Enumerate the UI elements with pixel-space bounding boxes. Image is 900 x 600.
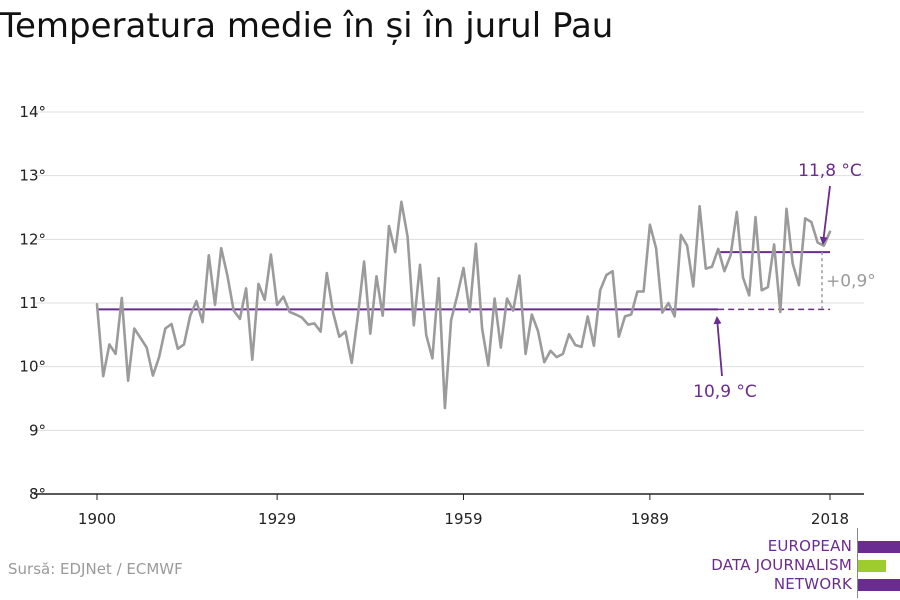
- x-tick-label: 1929: [258, 510, 296, 528]
- source-note: Sursă: EDJNet / ECMWF: [8, 560, 183, 578]
- edjnet-logo: EUROPEAN DATA JOURNALISM NETWORK: [700, 528, 900, 598]
- line-chart: 8°9°10°11°12°13°14° 1900 1929 1959 1989 2018…: [19, 103, 876, 528]
- x-axis: 1900 1929 1959 1989 2018: [34, 493, 864, 528]
- logo-bar-top: [858, 541, 900, 553]
- y-axis-tick-labels: 8°9°10°11°12°13°14°: [19, 103, 46, 503]
- recent-average-label: 11,8 °C: [798, 161, 862, 181]
- logo-line-2: DATA JOURNALISM: [711, 556, 852, 574]
- y-tick-label: 11°: [19, 294, 46, 312]
- y-tick-label: 14°: [19, 103, 46, 121]
- y-tick-label: 12°: [19, 230, 46, 248]
- chart-title: Temperatura medie în și în jurul Pau: [0, 6, 614, 46]
- x-tick-label: 1900: [78, 510, 116, 528]
- recent-average-arrow: [819, 185, 831, 245]
- logo-divider: [857, 528, 858, 598]
- delta-label: +0,9°: [826, 272, 876, 292]
- logo-text: EUROPEAN DATA JOURNALISM NETWORK: [700, 537, 852, 594]
- logo-line-1: EUROPEAN: [767, 537, 852, 555]
- x-tick-label: 2018: [811, 510, 849, 528]
- y-tick-label: 9°: [29, 421, 46, 439]
- baseline-average-arrow: [713, 316, 723, 377]
- logo-bar-middle: [858, 560, 886, 572]
- x-tick-label: 1959: [444, 510, 482, 528]
- x-tick-label: 1989: [631, 510, 669, 528]
- logo-bar-bottom: [858, 579, 900, 591]
- temperature-series: [95, 200, 832, 410]
- baseline-average-label: 10,9 °C: [693, 382, 757, 402]
- y-tick-label: 10°: [19, 358, 46, 376]
- annotations: +0,9° 11,8 °C 10,9 °C: [693, 161, 876, 402]
- logo-line-3: NETWORK: [773, 575, 852, 593]
- y-tick-label: 13°: [19, 167, 46, 185]
- temperature-line: [95, 200, 832, 410]
